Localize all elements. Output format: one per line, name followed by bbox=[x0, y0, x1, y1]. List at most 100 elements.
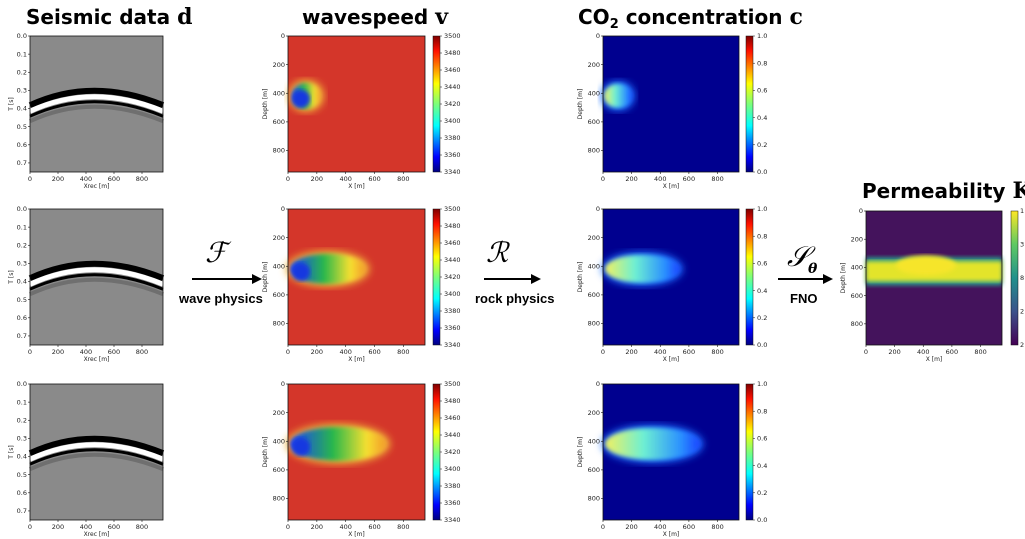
reflector-band bbox=[29, 448, 164, 466]
y-tick-label: 0.4 bbox=[17, 105, 27, 113]
perm-title: Permeability K bbox=[862, 178, 1025, 204]
reflector-band bbox=[28, 435, 165, 456]
permeability-panel: 0 200 400 600 800 0 200 400 600 800 X [m] Depth [m]… bbox=[840, 207, 1024, 363]
x-tick-label: 600 bbox=[683, 175, 695, 183]
colorbar-tick-label: 1.0 bbox=[757, 32, 767, 40]
x-tick-label: 0 bbox=[28, 348, 32, 356]
x-axis-label: X [m] bbox=[663, 183, 680, 190]
fno-operator-subscript: θ bbox=[808, 261, 818, 277]
y-tick-label: 800 bbox=[273, 147, 285, 155]
colorbar-tick-label: 3400 bbox=[444, 117, 461, 125]
x-tick-label: 200 bbox=[625, 523, 637, 531]
reflector-band bbox=[28, 87, 165, 108]
colorbar-tick-label: 3360 bbox=[444, 499, 461, 507]
x-tick-label: 800 bbox=[397, 175, 409, 183]
colorbar bbox=[432, 208, 441, 346]
y-axis-label: Depth [m] bbox=[262, 89, 269, 120]
x-axis-label: Xrec [m] bbox=[84, 356, 110, 363]
colorbar bbox=[432, 383, 441, 521]
y-axis-label: Depth [m] bbox=[840, 263, 847, 294]
y-tick-label: 600 bbox=[851, 292, 863, 300]
fno-operator-label: FNO bbox=[790, 291, 817, 306]
x-tick-label: 400 bbox=[339, 348, 351, 356]
y-tick-label: 600 bbox=[273, 291, 285, 299]
x-tick-label: 200 bbox=[311, 175, 323, 183]
x-tick-label: 200 bbox=[52, 348, 64, 356]
x-tick-label: 200 bbox=[311, 348, 323, 356]
colorbar-tick-label: 3440 bbox=[444, 256, 461, 264]
reflector-band bbox=[28, 94, 164, 114]
plot-frame bbox=[602, 208, 740, 346]
x-axis-label: X [m] bbox=[348, 531, 365, 538]
y-tick-label: 200 bbox=[851, 235, 863, 243]
colorbar-tick-label: 0.8 bbox=[757, 59, 767, 67]
y-tick-label: 600 bbox=[273, 118, 285, 126]
x-tick-label: 800 bbox=[397, 348, 409, 356]
y-tick-label: 200 bbox=[588, 409, 600, 417]
colorbar-tick-label: 1.0 bbox=[757, 380, 767, 388]
perm-colorbar bbox=[1010, 210, 1019, 346]
colorbar bbox=[745, 208, 754, 346]
y-tick-label: 600 bbox=[588, 291, 600, 299]
reflector-band bbox=[29, 104, 164, 124]
colorbar-tick-label: 3440 bbox=[444, 83, 461, 91]
y-tick-label: 800 bbox=[588, 147, 600, 155]
y-tick-label: 0.6 bbox=[17, 489, 27, 497]
y-tick-label: 0.6 bbox=[17, 141, 27, 149]
y-tick-label: 0.7 bbox=[17, 332, 27, 340]
wave-operator-symbol: ℱ bbox=[205, 236, 232, 269]
colorbar-tick-label: 3460 bbox=[444, 414, 461, 422]
colorbar-tick-label: 3340 bbox=[444, 341, 461, 349]
y-tick-label: 800 bbox=[588, 320, 600, 328]
colorbar-tick-label: 0.0 bbox=[757, 516, 767, 524]
co2-panel-2: 0 200 400 600 800 0 200 400 600 800 X [m] Depth [m]… bbox=[577, 205, 767, 363]
y-tick-label: 200 bbox=[588, 234, 600, 242]
colorbar-tick-label: 3480 bbox=[444, 222, 461, 230]
y-axis-label: Depth [m] bbox=[577, 89, 584, 120]
colorbar-tick-label: 3460 bbox=[444, 66, 461, 74]
reflector-band bbox=[29, 273, 164, 291]
plume-core bbox=[292, 89, 310, 108]
x-tick-label: 400 bbox=[80, 348, 92, 356]
x-tick-label: 400 bbox=[654, 523, 666, 531]
colorbar-tick-label: 3420 bbox=[444, 100, 461, 108]
wave-operator-label: wave physics bbox=[178, 291, 263, 306]
x-tick-label: 600 bbox=[108, 523, 120, 531]
y-tick-label: 0.2 bbox=[17, 416, 27, 424]
colorbar-tick-label: 3420 bbox=[444, 448, 461, 456]
colorbar-tick-label: 0.8 bbox=[757, 407, 767, 415]
wavespeed-panel-1: 0 200 400 600 800 0 200 400 600 800 X [m] Depth [m]… bbox=[262, 32, 461, 190]
y-tick-label: 400 bbox=[851, 264, 863, 272]
colorbar-tick-label: 0.4 bbox=[757, 462, 767, 470]
x-axis-label: X [m] bbox=[663, 356, 680, 363]
colorbar-tick-label: 3440 bbox=[444, 431, 461, 439]
x-tick-label: 400 bbox=[654, 348, 666, 356]
y-tick-label: 0 bbox=[281, 205, 285, 213]
x-tick-label: 0 bbox=[286, 348, 290, 356]
y-tick-label: 800 bbox=[273, 320, 285, 328]
plume-body bbox=[605, 427, 701, 460]
plot-frame bbox=[602, 383, 740, 521]
y-axis-label: T [s] bbox=[8, 97, 15, 111]
y-tick-label: 400 bbox=[273, 89, 285, 97]
plume-core bbox=[292, 262, 310, 281]
seismic-panel-3: 0 200 400 600 800 0.0 0.1 0.2 0.3 0.4 0.5 0.6 0.7 Xre… bbox=[8, 380, 165, 538]
wavespeed-panel-3: 0 200 400 600 800 0 200 400 600 800 X [m] Depth [m]… bbox=[262, 380, 461, 538]
y-tick-label: 600 bbox=[588, 118, 600, 126]
colorbar-tick-label: 1.0 bbox=[757, 205, 767, 213]
reflector-band bbox=[28, 442, 164, 462]
colorbar-tick-label: 3340 bbox=[444, 168, 461, 176]
y-tick-label: 0.6 bbox=[17, 314, 27, 322]
colorbar-tick-label: 3420 bbox=[444, 273, 461, 281]
x-tick-label: 400 bbox=[917, 348, 929, 356]
x-axis-label: X [m] bbox=[926, 356, 943, 363]
perm-colorbar-tick-label: 1 bbox=[1020, 207, 1024, 215]
y-tick-label: 0.7 bbox=[17, 159, 27, 167]
colorbar-tick-label: 3500 bbox=[444, 380, 461, 388]
colorbar-tick-label: 0.4 bbox=[757, 287, 767, 295]
y-tick-label: 0.5 bbox=[17, 296, 27, 304]
colorbar-tick-label: 3500 bbox=[444, 205, 461, 213]
fno-operator: 𝒮 θ FNO bbox=[778, 240, 833, 306]
co2-panel-3: 0 200 400 600 800 0 200 400 600 800 X [m] Depth [m]… bbox=[577, 380, 767, 538]
